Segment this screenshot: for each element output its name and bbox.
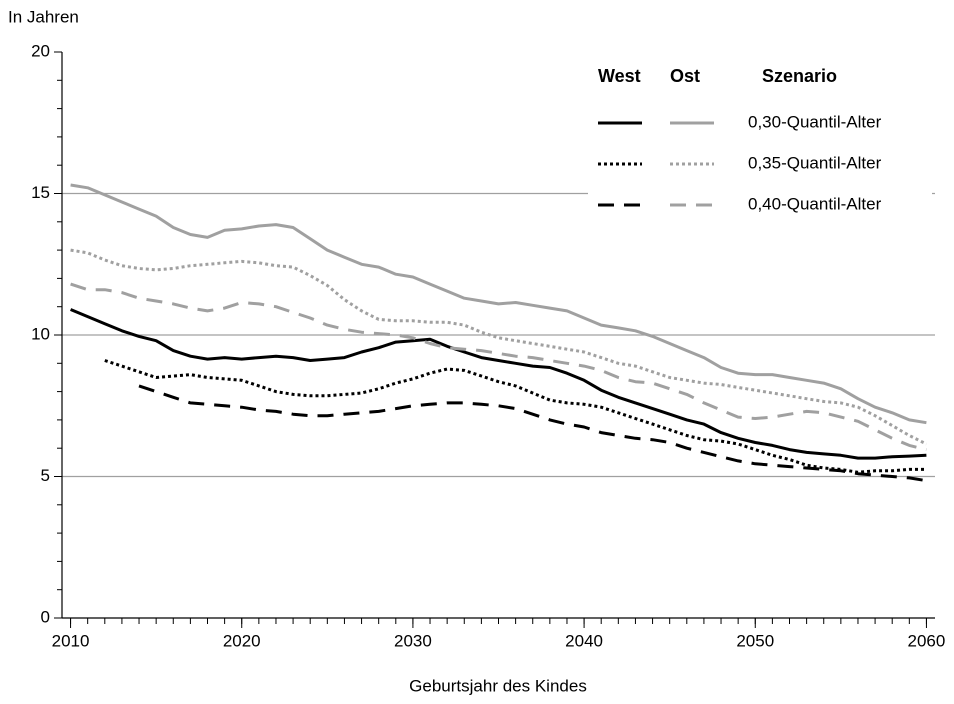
series-line [70,248,928,446]
x-tick-label: 2040 [565,631,603,650]
series-line [138,384,927,483]
x-tick-label: 2010 [52,631,90,650]
y-tick-label: 15 [31,183,50,202]
legend: West Ost Szenario 0,30-Quantil-Alter 0,35-Qu… [588,58,932,238]
series-line [70,308,927,460]
legend-title: Szenario [762,66,837,86]
series-line [104,359,927,474]
y-tick-label: 10 [31,324,50,343]
x-tick-label: 2020 [223,631,261,650]
y-tick-label: 0 [41,607,50,626]
legend-header: Ost [670,66,700,86]
y-tick-label: 5 [41,466,50,485]
y-axis-label: In Jahren [8,7,79,26]
y-tick-label: 20 [31,41,50,60]
x-tick-label: 2030 [394,631,432,650]
series-line [70,183,927,425]
x-tick-label: 2060 [908,631,946,650]
legend-label: 0,30-Quantil-Alter [748,112,882,131]
x-axis-label: Geburtsjahr des Kindes [409,676,587,695]
series-line [70,282,927,452]
legend-label: 0,35-Quantil-Alter [748,153,882,172]
legend-header: West [598,66,641,86]
legend-box [588,58,932,238]
legend-label: 0,40-Quantil-Alter [748,194,882,213]
x-tick-label: 2050 [736,631,774,650]
